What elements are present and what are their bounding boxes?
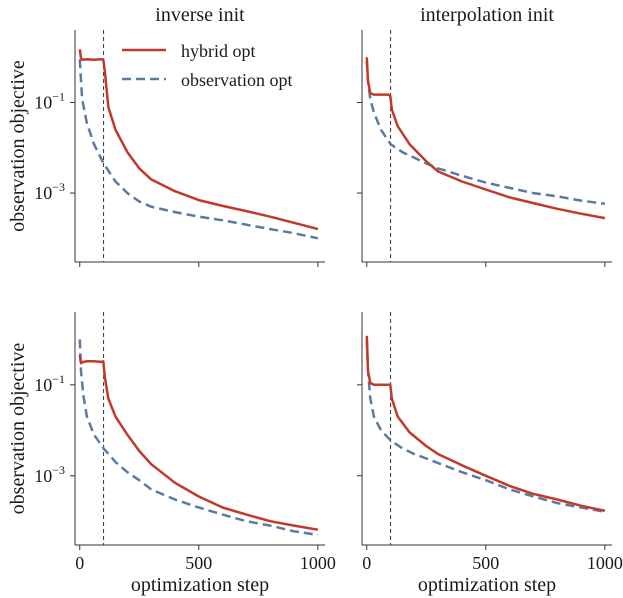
y-tick-label: 10−1 xyxy=(34,372,65,395)
legend-observation-label: observation opt xyxy=(181,70,292,90)
y-tick-label: 10−3 xyxy=(34,180,65,203)
legend: hybrid opt observation opt xyxy=(122,41,292,90)
panel-title: interpolation init xyxy=(420,4,554,26)
x-tick-label: 500 xyxy=(472,553,499,573)
x-tick-label: 500 xyxy=(185,553,212,573)
y-axis-label: observation objective xyxy=(7,60,29,232)
x-tick-label: 1000 xyxy=(587,553,623,573)
x-tick-label: 0 xyxy=(75,553,84,573)
x-tick-label: 1000 xyxy=(300,553,336,573)
hybrid-opt-line xyxy=(78,354,319,531)
panel-4: 0 500 1000 optimization step xyxy=(357,312,623,596)
y-tick-label: 10−3 xyxy=(34,463,65,486)
panel-2: interpolation init xyxy=(357,4,612,267)
y-tick-label: 10−1 xyxy=(34,90,65,113)
y-axis-label: observation objective xyxy=(7,343,29,515)
hybrid-opt-line xyxy=(365,335,606,513)
panel-title: inverse init xyxy=(155,4,245,26)
observation-opt-line xyxy=(78,59,319,240)
x-axis-label: optimization step xyxy=(418,574,556,596)
hybrid-opt-line xyxy=(78,49,319,231)
panel-1: 10−1 10−3 inverse init observation objectiv… xyxy=(7,4,325,267)
x-tick-label: 0 xyxy=(362,553,371,573)
legend-hybrid-label: hybrid opt xyxy=(181,41,256,61)
observation-opt-line xyxy=(78,339,319,537)
observation-opt-line xyxy=(365,61,606,206)
x-axis-label: optimization step xyxy=(131,574,269,596)
observation-opt-line xyxy=(365,339,606,514)
hybrid-opt-line xyxy=(365,57,606,220)
